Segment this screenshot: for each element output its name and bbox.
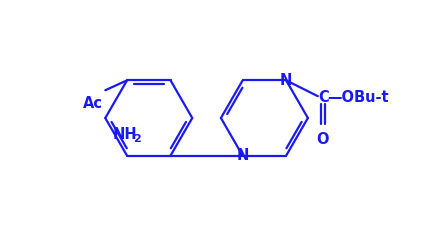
Text: 2: 2 (133, 134, 141, 144)
Text: N: N (280, 73, 292, 88)
Text: —OBu-t: —OBu-t (328, 90, 389, 105)
Text: C: C (318, 90, 329, 105)
Text: Ac: Ac (83, 96, 103, 111)
Text: NH: NH (113, 127, 137, 142)
Text: O: O (317, 132, 329, 147)
Text: N: N (236, 148, 249, 163)
